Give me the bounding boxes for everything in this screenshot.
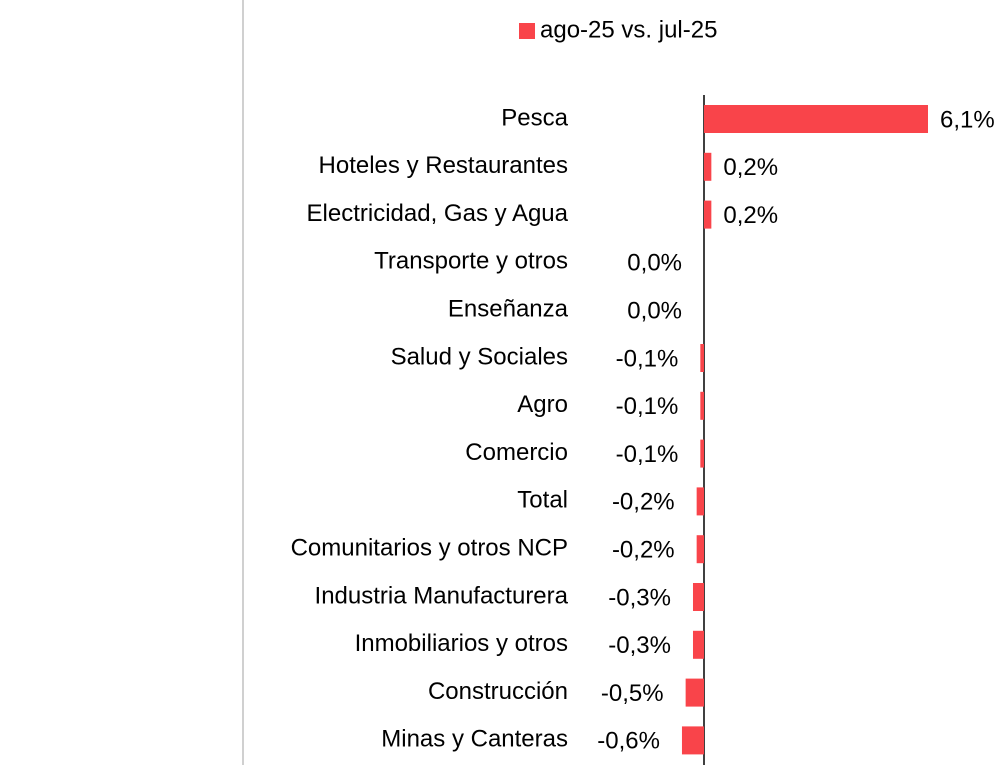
category-label: Enseñanza — [448, 296, 569, 323]
bar — [696, 487, 704, 516]
value-label: 6,1% — [940, 106, 995, 133]
bar — [696, 535, 704, 564]
category-label: Total — [517, 487, 568, 514]
bar — [704, 200, 712, 229]
bar — [692, 583, 704, 611]
category-label: Transporte y otros — [374, 248, 568, 275]
category-label: Comercio — [465, 439, 568, 466]
bar — [685, 678, 704, 707]
value-label: 0,0% — [627, 250, 682, 277]
category-label: Pesca — [501, 104, 568, 131]
legend-swatch — [519, 23, 535, 39]
value-label: -0,1% — [616, 441, 679, 468]
bar — [681, 726, 704, 755]
category-label: Salud y Sociales — [391, 343, 568, 370]
value-label: -0,1% — [616, 345, 679, 372]
bar — [692, 630, 704, 659]
value-label: 0,2% — [723, 154, 778, 181]
category-label: Comunitarios y otros NCP — [291, 535, 568, 562]
bar — [700, 344, 704, 372]
category-label: Industria Manufacturera — [315, 582, 569, 609]
bar — [700, 439, 704, 468]
value-label: -0,1% — [616, 393, 679, 420]
bar — [704, 105, 928, 133]
value-label: -0,3% — [608, 632, 671, 659]
category-label: Construcción — [428, 678, 568, 705]
value-label: -0,2% — [612, 489, 675, 516]
value-label: -0,3% — [608, 584, 671, 611]
value-label: -0,6% — [597, 728, 660, 755]
value-label: 0,2% — [723, 202, 778, 229]
bar — [700, 391, 704, 420]
category-label: Inmobiliarios y otros — [355, 630, 568, 657]
legend-label: ago-25 vs. jul-25 — [540, 16, 717, 43]
value-label: -0,5% — [601, 680, 664, 707]
bar — [704, 152, 712, 181]
category-label: Electricidad, Gas y Agua — [307, 200, 569, 227]
value-label: -0,2% — [612, 537, 675, 564]
category-label: Agro — [517, 391, 568, 418]
category-label: Minas y Canteras — [381, 726, 568, 753]
value-label: 0,0% — [627, 298, 682, 325]
category-label: Hoteles y Restaurantes — [319, 152, 568, 179]
